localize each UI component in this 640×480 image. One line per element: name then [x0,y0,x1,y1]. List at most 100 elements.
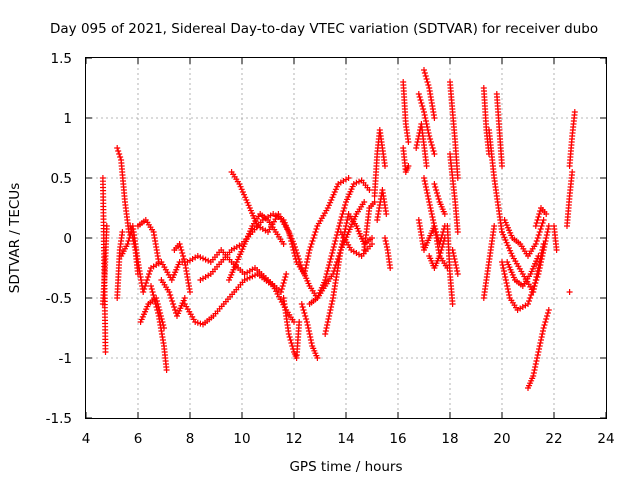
data-point [129,235,136,241]
data-point [501,271,508,277]
data-point [419,103,426,109]
data-point [171,304,178,310]
data-point [331,189,338,195]
data-point [115,148,122,154]
data-point [325,265,332,271]
data-point [499,262,506,268]
data-point [285,331,292,337]
data-point [238,186,245,193]
data-point [423,76,430,82]
data-point [416,94,423,100]
data-point [342,202,349,208]
data-point [305,328,312,334]
data-point [423,163,430,169]
data-point [282,274,289,280]
data-point [535,349,542,355]
data-point [506,292,513,298]
data-point [539,220,546,226]
data-point [143,280,150,286]
data-point [338,214,345,220]
data-point [422,181,429,187]
data-point [430,220,437,226]
data-point [530,286,537,292]
data-point [333,235,340,241]
data-point [535,265,542,271]
data-point [102,349,109,355]
data-point [499,163,505,169]
data-point [526,298,533,304]
data-point [536,211,543,217]
data-point [418,100,425,106]
data-point [450,250,457,256]
data-point [154,307,161,313]
y-tick-label: 0 [63,231,72,247]
data-point [535,253,542,259]
data-point [424,79,431,85]
data-point [428,142,435,148]
data-point [309,238,316,244]
data-point [434,193,441,199]
data-point [283,271,290,277]
data-point [117,154,124,160]
x-tick-label: 10 [233,431,250,447]
data-point [430,217,437,223]
data-point [532,223,539,229]
data-point [281,277,288,283]
x-tick-label: 4 [82,431,91,447]
data-point [425,82,432,88]
data-point [430,148,437,154]
data-point [538,334,545,340]
data-point [501,234,508,241]
data-point [177,244,184,250]
data-point [536,262,543,268]
data-point [503,280,510,286]
data-point [311,232,318,238]
data-point [333,232,340,238]
x-axis-label: GPS time / hours [289,459,402,475]
data-point [536,259,543,265]
data-point [538,337,544,343]
data-point [504,242,511,249]
y-tick-label: -0.5 [46,291,72,307]
data-point [331,241,338,247]
data-point [423,121,430,127]
data-point [325,316,332,322]
x-tick-label: 6 [134,431,143,447]
y-tick-label: 1.5 [51,51,72,67]
axes: 4 6 8 10 12 14 16 18 20 22 24 1.5 1 0.5 0 -0.5 -1 -1.5 [46,51,615,447]
y-tick-label: -1 [59,351,72,367]
data-point [534,271,541,277]
data-point [342,226,349,232]
data-point [429,214,436,220]
data-point [149,289,156,295]
data-point [533,220,540,226]
data-point [328,304,335,310]
data-point [127,223,134,229]
data-point [533,358,540,364]
x-tick-label: 16 [389,431,406,447]
data-point [504,286,511,292]
data-point [505,289,512,295]
data-point [245,202,252,209]
data-point [415,91,422,97]
data-point [454,175,461,181]
data-point [425,130,432,136]
data-point [435,196,442,202]
data-point [329,298,336,304]
data-point [304,322,311,328]
data-point [533,274,540,280]
data-point [291,319,297,325]
data-point [566,289,573,295]
data-point [307,244,314,250]
data-point [286,334,293,340]
data-point [525,301,531,307]
data-point [307,334,314,340]
data-point [148,286,155,292]
data-point [502,277,509,283]
x-tick-label: 14 [337,431,354,447]
data-point [329,250,336,256]
data-point [431,115,438,121]
data-point [288,238,295,244]
data-point [423,187,430,193]
data-point [540,217,547,223]
